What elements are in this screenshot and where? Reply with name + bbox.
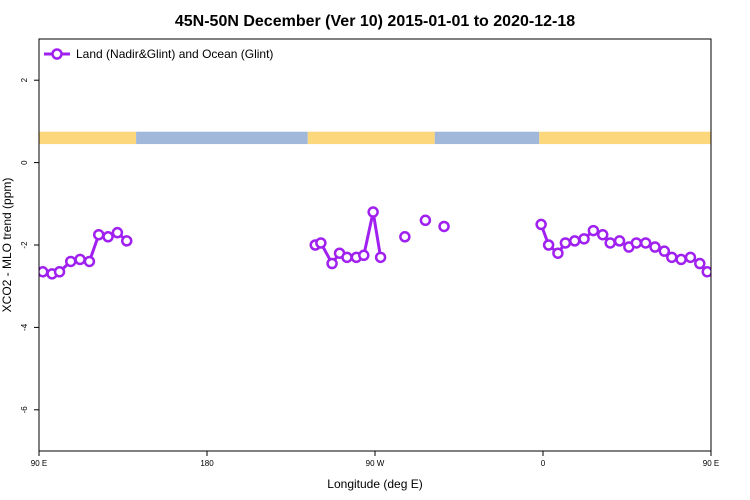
x-tick-label-0: 90 E	[31, 459, 47, 468]
y-tick-label-0: 2	[20, 77, 29, 82]
x-tick-label-4: 90 E	[703, 459, 719, 468]
data-point-0-4-0	[438, 220, 450, 233]
data-point-0-5-7	[596, 228, 609, 241]
y-axis: 2 0 -2 -4 -6	[20, 77, 39, 413]
data-point-0-5-15	[666, 251, 678, 264]
data-point-0-0-7	[102, 231, 114, 243]
data-point-0-5-3	[559, 237, 572, 249]
surface-band-ocean-1	[136, 131, 308, 145]
surface-band-ocean-3	[434, 131, 540, 145]
data-point-0-5-0	[535, 218, 547, 231]
data-point-0-5-12	[639, 237, 652, 249]
data-point-0-1-4	[341, 251, 353, 264]
legend: Land (Nadir&Glint) and Ocean (Glint)	[44, 47, 273, 61]
y-tick-label-2: -2	[20, 241, 29, 249]
data-point-0-0-5	[83, 255, 96, 268]
data-point-0-5-19	[701, 266, 711, 278]
data-point-0-0-2	[53, 266, 66, 278]
data-point-0-1-7	[367, 206, 379, 218]
y-axis-label: XCO2 - MLO trend (ppm)	[0, 178, 14, 313]
data-point-0-2-0	[399, 231, 411, 243]
data-point-0-5-13	[649, 241, 661, 253]
y-tick-label-1: 0	[20, 160, 29, 165]
data-point-0-5-2	[552, 247, 564, 259]
surface-band-land-0	[39, 131, 137, 145]
chart-title: 45N-50N December (Ver 10) 2015-01-01 to …	[175, 13, 575, 30]
surface-band-land-2	[307, 131, 435, 145]
data-point-0-5-14	[658, 245, 671, 257]
x-tick-label-1: 180	[200, 459, 214, 468]
legend-swatch-marker	[51, 48, 63, 60]
data-point-0-5-1	[542, 239, 555, 251]
data-point-0-1-8	[374, 251, 387, 264]
series-layer	[39, 206, 711, 280]
data-point-0-5-6	[587, 224, 600, 237]
data-point-0-3-0	[419, 214, 432, 227]
y-tick-label-3: -4	[20, 323, 29, 331]
y-tick-label-4: -6	[20, 406, 29, 414]
data-point-0-5-4	[568, 235, 581, 247]
x-tick-label-2: 90 W	[366, 459, 385, 468]
data-point-0-1-1	[315, 237, 327, 249]
data-point-0-5-11	[630, 237, 643, 249]
data-point-0-1-2	[326, 257, 338, 270]
surface-band	[39, 131, 711, 145]
data-point-0-1-6	[358, 249, 370, 262]
data-point-0-5-17	[684, 251, 697, 264]
data-point-0-5-16	[675, 253, 687, 266]
x-axis: 90 E 180 90 W 0 90 E	[31, 451, 719, 468]
x-axis-label: Longitude (deg E)	[327, 477, 422, 491]
legend-series-label: Land (Nadir&Glint) and Ocean (Glint)	[76, 47, 273, 61]
data-point-0-0-6	[92, 228, 105, 241]
data-point-0-0-4	[74, 253, 86, 266]
x-tick-label-3: 0	[541, 459, 546, 468]
data-point-0-5-5	[578, 233, 590, 245]
data-point-0-5-18	[694, 257, 706, 270]
data-point-0-0-0	[39, 266, 49, 278]
data-point-0-0-3	[64, 255, 77, 268]
surface-band-land-4	[539, 131, 711, 145]
data-point-0-5-8	[604, 237, 616, 249]
data-point-0-0-8	[111, 226, 124, 239]
data-point-0-5-9	[613, 235, 626, 247]
data-point-0-0-9	[120, 235, 133, 247]
